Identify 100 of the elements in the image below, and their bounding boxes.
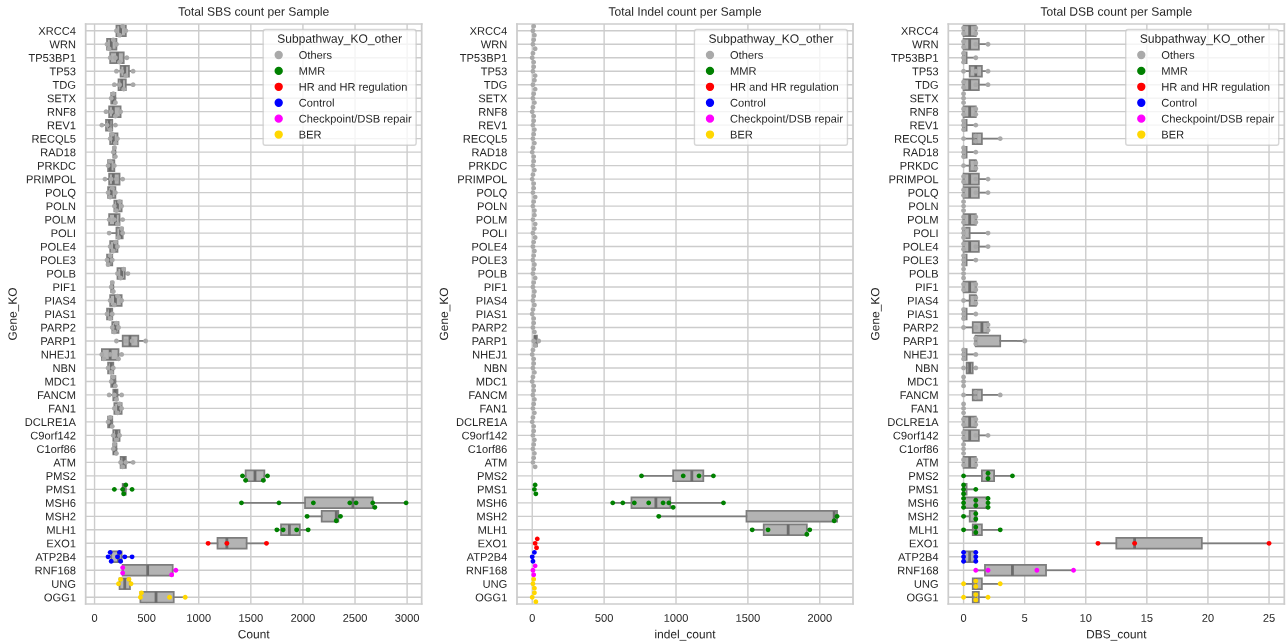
legend-label: BER: [730, 130, 753, 139]
x-tick-label: 25: [1263, 614, 1275, 622]
y-tick-label: POLE4: [903, 242, 939, 251]
y-tick-label: FAN1: [911, 404, 939, 413]
legend-label: MMR: [1162, 67, 1188, 75]
y-tick-label: MDC1: [476, 377, 507, 386]
y-axis-title: Gene_KO: [870, 288, 882, 340]
y-tick-label: MSH6: [908, 499, 939, 507]
y-tick-label: TDG: [52, 80, 76, 89]
y-tick-label: MSH6: [477, 499, 507, 507]
y-tick-label: POLE4: [41, 242, 76, 251]
y-tick-label: PARP2: [472, 323, 507, 332]
legend-label: Control: [299, 98, 334, 107]
y-tick-label: UNG: [52, 580, 76, 588]
y-tick-label: POLI: [482, 229, 507, 238]
legend-label: Control: [1161, 98, 1197, 107]
x-tick-label: 1500: [239, 614, 263, 622]
legend-label: MMR: [730, 67, 757, 75]
y-tick-label: NBN: [484, 364, 507, 372]
y-tick-label: TP53: [480, 67, 507, 76]
y-tick-label: XRCC4: [901, 27, 939, 35]
x-tick-label: 20: [1202, 614, 1214, 622]
x-axis-title: indel_count: [655, 629, 716, 641]
x-tick-label: 0: [91, 614, 98, 622]
y-tick-label: TDG: [484, 80, 507, 89]
y-tick-label: MSH2: [477, 512, 507, 521]
x-tick-label: 1000: [187, 614, 211, 622]
y-tick-label: REV1: [479, 121, 507, 130]
y-tick-label: POLN: [46, 202, 76, 211]
y-tick-label: REV1: [910, 121, 939, 130]
legend-label: Checkpoint/DSB repair: [730, 114, 843, 125]
y-tick-label: OGG1: [44, 593, 76, 602]
y-tick-label: NBN: [53, 364, 76, 372]
x-tick-label: 3000: [395, 614, 420, 622]
y-tick-label: ATM: [915, 458, 938, 467]
y-tick-label: C1orf86: [468, 444, 507, 454]
y-tick-label: PRKDC: [37, 161, 76, 170]
y-tick-label: C9orf142: [893, 431, 939, 440]
legend-title: Subpathway_KO_other: [1140, 34, 1265, 46]
x-tick-label: 2000: [807, 614, 832, 622]
y-tick-label: FANCM: [469, 391, 507, 400]
x-tick-label: 0: [529, 614, 535, 622]
y-tick-label: EXO1: [47, 539, 76, 548]
legend-label: BER: [1162, 130, 1184, 139]
y-tick-label: ATP2B4: [466, 553, 507, 561]
y-tick-label: POLN: [477, 202, 507, 211]
y-tick-label: POLE3: [472, 256, 507, 265]
y-tick-label: POLI: [51, 229, 75, 238]
y-tick-label: FAN1: [480, 404, 507, 413]
y-tick-label: TP53BP1: [28, 53, 76, 62]
y-tick-label: OGG1: [907, 593, 939, 602]
y-tick-label: TDG: [915, 80, 938, 89]
y-tick-label: PMS1: [909, 485, 939, 494]
y-tick-label: TP53: [49, 67, 76, 76]
y-tick-label: NHEJ1: [904, 350, 939, 359]
y-tick-label: RNF168: [466, 566, 507, 575]
y-tick-label: TP53: [912, 67, 939, 76]
y-tick-label: POLM: [45, 215, 76, 224]
y-tick-label: RECQL5: [895, 134, 939, 145]
y-tick-label: PMS2: [477, 472, 507, 480]
y-tick-label: RNF8: [47, 107, 76, 116]
y-tick-label: FAN1: [49, 404, 76, 413]
y-tick-label: PRKDC: [469, 161, 507, 170]
y-tick-label: POLB: [478, 269, 507, 278]
x-tick-label: 1000: [664, 614, 688, 622]
y-tick-label: EXO1: [478, 539, 507, 548]
chart-title: Total SBS count per Sample: [178, 6, 329, 19]
y-tick-label: FANCM: [900, 391, 938, 400]
legend-label: BER: [299, 130, 322, 139]
y-tick-label: POLE3: [41, 256, 76, 265]
y-tick-label: RAD18: [472, 148, 507, 157]
y-tick-label: TP53BP1: [891, 53, 939, 62]
x-tick-label: 2000: [291, 614, 315, 622]
y-tick-label: RNF8: [479, 107, 507, 116]
y-tick-label: PARP1: [472, 337, 507, 345]
legend-label: Control: [730, 98, 766, 107]
legend-label: Checkpoint/DSB repair: [1161, 114, 1275, 125]
y-tick-label: MLH1: [47, 526, 76, 534]
y-tick-label: POLM: [908, 215, 938, 224]
y-tick-label: PMS1: [477, 485, 507, 494]
legend-label: HR and HR regulation: [299, 82, 407, 93]
y-tick-label: RNF168: [898, 566, 939, 575]
y-tick-label: PARP1: [903, 337, 939, 345]
y-tick-label: NHEJ1: [472, 350, 507, 359]
y-tick-label: SETX: [478, 94, 508, 103]
y-tick-label: POLI: [914, 229, 938, 238]
legend-label: Others: [730, 50, 763, 59]
y-tick-label: PARP1: [41, 337, 76, 345]
x-tick-label: 10: [1080, 614, 1092, 622]
y-tick-label: MLH1: [909, 526, 939, 534]
y-tick-label: POLB: [909, 269, 938, 278]
y-tick-label: XRCC4: [38, 27, 76, 35]
y-tick-label: PMS2: [909, 472, 939, 480]
x-tick-label: 2500: [343, 614, 367, 622]
y-tick-label: C9orf142: [462, 431, 507, 440]
x-tick-label: 1500: [736, 614, 760, 622]
y-tick-label: PIF1: [53, 283, 76, 292]
y-tick-label: DCLRE1A: [888, 418, 939, 427]
y-tick-label: RECQL5: [32, 134, 76, 145]
legend-label: HR and HR regulation: [1162, 82, 1270, 93]
